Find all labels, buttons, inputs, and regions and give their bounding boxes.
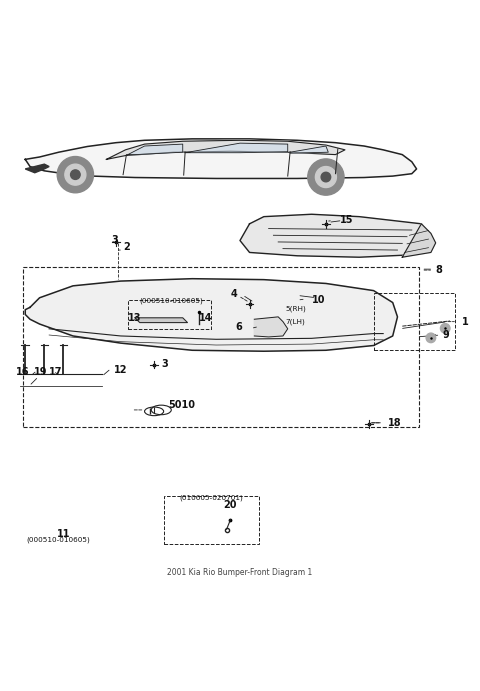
Text: 5010: 5010 — [168, 400, 195, 410]
Circle shape — [426, 333, 436, 343]
Polygon shape — [290, 146, 328, 153]
Polygon shape — [135, 318, 188, 323]
Text: (010605-020701): (010605-020701) — [180, 494, 243, 500]
Text: 11: 11 — [57, 529, 70, 539]
Circle shape — [71, 170, 80, 180]
Circle shape — [441, 323, 450, 333]
Text: 6: 6 — [236, 323, 242, 332]
Polygon shape — [25, 139, 417, 178]
Text: 19: 19 — [34, 367, 48, 377]
Polygon shape — [240, 214, 431, 257]
Polygon shape — [25, 164, 49, 173]
Text: 17: 17 — [49, 367, 62, 377]
Circle shape — [65, 164, 86, 185]
Polygon shape — [107, 140, 345, 160]
Text: 9: 9 — [443, 330, 450, 340]
Polygon shape — [128, 144, 183, 155]
Text: 4: 4 — [231, 289, 238, 299]
Text: 10: 10 — [312, 295, 325, 305]
Text: 13: 13 — [128, 313, 142, 323]
Text: 8: 8 — [436, 265, 443, 275]
Text: 7(LH): 7(LH) — [285, 319, 305, 325]
Polygon shape — [402, 224, 436, 257]
Text: 20: 20 — [224, 500, 237, 510]
Text: 15: 15 — [340, 216, 354, 225]
Polygon shape — [25, 278, 397, 351]
Polygon shape — [254, 317, 288, 337]
Text: 2001 Kia Rio Bumper-Front Diagram 1: 2001 Kia Rio Bumper-Front Diagram 1 — [168, 568, 312, 577]
Text: 14: 14 — [199, 313, 213, 323]
Circle shape — [308, 159, 344, 195]
Circle shape — [57, 157, 94, 193]
Circle shape — [321, 172, 331, 182]
Text: 2: 2 — [123, 242, 130, 252]
Polygon shape — [185, 143, 288, 153]
Text: 3: 3 — [111, 234, 118, 245]
Text: (000510-010605): (000510-010605) — [139, 298, 203, 304]
Text: 1: 1 — [462, 316, 468, 327]
Text: 5(RH): 5(RH) — [285, 305, 306, 312]
Text: (000510-010605): (000510-010605) — [27, 536, 91, 543]
Text: 3: 3 — [161, 359, 168, 368]
Text: 12: 12 — [114, 366, 127, 375]
Circle shape — [315, 167, 336, 187]
Text: 16: 16 — [16, 367, 29, 377]
Text: 18: 18 — [388, 418, 402, 428]
